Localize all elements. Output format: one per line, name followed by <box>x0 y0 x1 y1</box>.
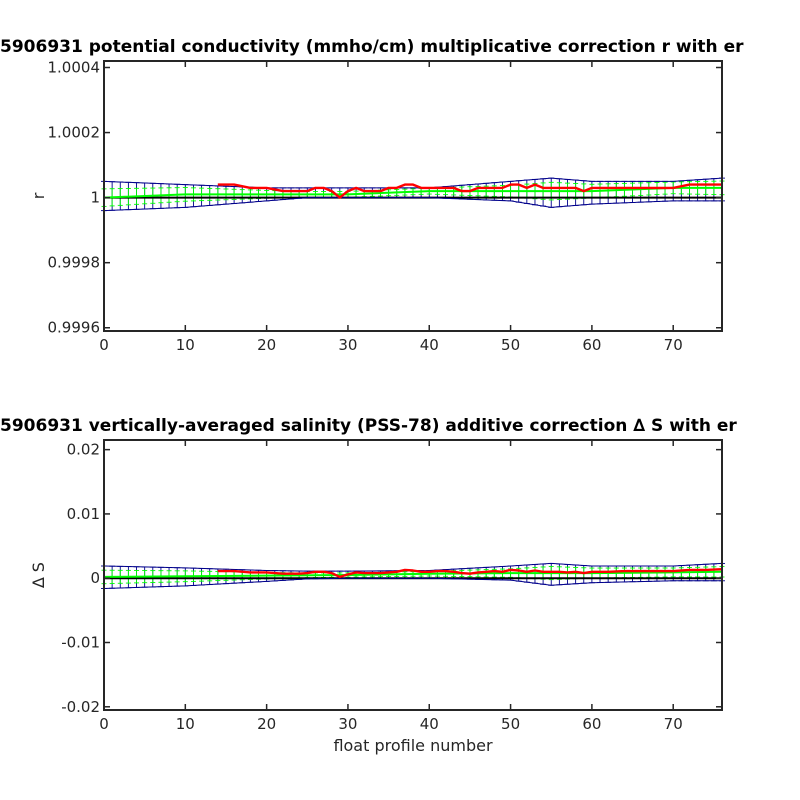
bottom-chart-title: 5906931 vertically-averaged salinity (PS… <box>0 416 737 436</box>
bottom-y-tick-label: -0.02 <box>61 698 100 716</box>
top-y-tick-label: 0.9998 <box>48 254 101 272</box>
bottom-x-tick-label: 10 <box>176 715 195 733</box>
bottom-y-tick-label: 0.01 <box>67 505 100 523</box>
bottom-x-tick-label: 30 <box>338 715 357 733</box>
top-upper-bound <box>103 177 723 189</box>
bottom-y-tick-label: 0 <box>90 569 100 587</box>
bottom-x-tick-label: 50 <box>501 715 520 733</box>
top-x-tick-label: 10 <box>176 336 195 354</box>
top-lower-bound <box>103 197 722 212</box>
top-y-tick-label: 0.9996 <box>48 319 101 337</box>
top-x-tick-label: 40 <box>420 336 439 354</box>
top-x-tick-label: 30 <box>338 336 357 354</box>
top-x-tick-label: 70 <box>664 336 683 354</box>
bottom-plot-frame <box>103 439 723 711</box>
top-plot-frame <box>103 60 723 332</box>
top-x-tick-label: 20 <box>257 336 276 354</box>
top-x-tick-label: 0 <box>99 336 109 354</box>
bottom-x-tick-label: 20 <box>257 715 276 733</box>
top-chart: 0 10 20 30 40 50 60 70 0.9996 0.9998 1 1.0002 1.0004… <box>29 59 725 354</box>
bottom-chart: 0 10 20 30 40 50 60 70 -0.02 -0.01 0 0.01 0.02 ∆ S flo… <box>29 439 725 755</box>
bottom-x-axis-label: float profile number <box>333 736 493 755</box>
bottom-lower-bound <box>103 577 722 589</box>
top-y-axis-label: r <box>29 192 48 199</box>
bottom-x-tick-label: 40 <box>420 715 439 733</box>
bottom-y-tick-label: 0.02 <box>67 441 100 459</box>
bottom-y-tick-label: -0.01 <box>61 634 100 652</box>
top-x-tick-label: 50 <box>501 336 520 354</box>
top-y-tick-label: 1.0002 <box>48 124 101 142</box>
bottom-fit-line <box>103 570 723 578</box>
bottom-profile-line <box>217 568 723 579</box>
bottom-upper-bound <box>103 562 723 572</box>
top-profile-line <box>217 183 722 199</box>
top-x-tick-label: 60 <box>582 336 601 354</box>
bottom-x-tick-label: 60 <box>582 715 601 733</box>
top-chart-title: 5906931 potential conductivity (mmho/cm)… <box>0 37 744 57</box>
top-y-tick-label: 1 <box>90 189 100 207</box>
top-y-tick-label: 1.0004 <box>48 59 101 77</box>
bottom-x-tick-label: 0 <box>99 715 109 733</box>
bottom-x-tick-label: 70 <box>664 715 683 733</box>
bottom-fit-error-bars <box>101 566 725 585</box>
bottom-y-axis-label: ∆ S <box>29 562 48 589</box>
